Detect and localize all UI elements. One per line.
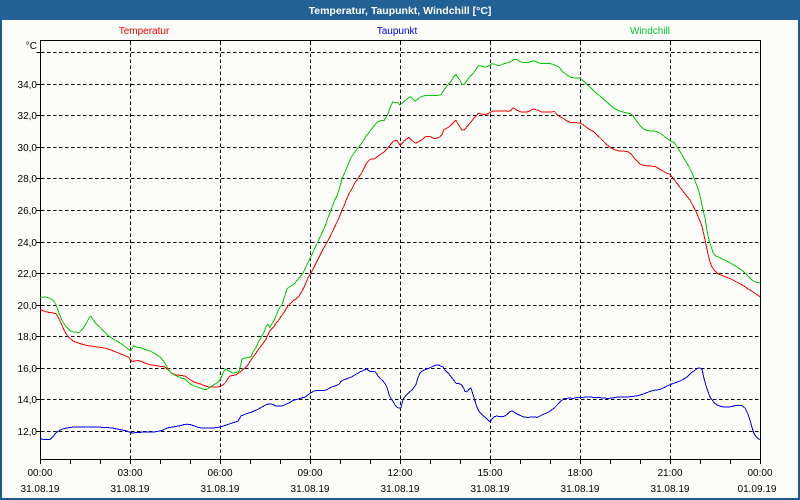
svg-text:26,0: 26,0 [18, 206, 38, 217]
svg-text:18,0: 18,0 [18, 332, 38, 343]
svg-text:31.08.19: 31.08.19 [21, 484, 60, 495]
svg-text:31.08.19: 31.08.19 [471, 484, 510, 495]
svg-text:28,0: 28,0 [18, 174, 38, 185]
svg-text:30,0: 30,0 [18, 143, 38, 154]
svg-text:14,0: 14,0 [18, 395, 38, 406]
svg-text:09:00: 09:00 [297, 468, 322, 479]
svg-text:16,0: 16,0 [18, 364, 38, 375]
svg-text:00:00: 00:00 [747, 468, 772, 479]
svg-text:31.08.19: 31.08.19 [201, 484, 240, 495]
svg-text:20,0: 20,0 [18, 301, 38, 312]
svg-text:°C: °C [26, 41, 37, 52]
svg-text:24,0: 24,0 [18, 238, 38, 249]
svg-text:32,0: 32,0 [18, 111, 38, 122]
svg-text:Temperatur, Taupunkt, Windchil: Temperatur, Taupunkt, Windchill [°C] [309, 5, 492, 17]
svg-text:00:00: 00:00 [27, 468, 52, 479]
svg-text:21:00: 21:00 [657, 468, 682, 479]
svg-text:22,0: 22,0 [18, 269, 38, 280]
svg-text:31.08.19: 31.08.19 [561, 484, 600, 495]
svg-text:31.08.19: 31.08.19 [651, 484, 690, 495]
svg-text:Temperatur: Temperatur [119, 26, 170, 37]
svg-text:31.08.19: 31.08.19 [381, 484, 420, 495]
svg-text:12,0: 12,0 [18, 427, 38, 438]
svg-text:03:00: 03:00 [117, 468, 142, 479]
svg-text:06:00: 06:00 [207, 468, 232, 479]
svg-text:Taupunkt: Taupunkt [377, 26, 418, 37]
svg-text:Windchill: Windchill [630, 26, 670, 37]
svg-text:31.08.19: 31.08.19 [291, 484, 330, 495]
svg-text:18:00: 18:00 [567, 468, 592, 479]
svg-text:12:00: 12:00 [387, 468, 412, 479]
svg-text:31.08.19: 31.08.19 [111, 484, 150, 495]
svg-text:01.09.19: 01.09.19 [738, 484, 777, 495]
svg-text:34,0: 34,0 [18, 80, 38, 91]
svg-text:15:00: 15:00 [477, 468, 502, 479]
